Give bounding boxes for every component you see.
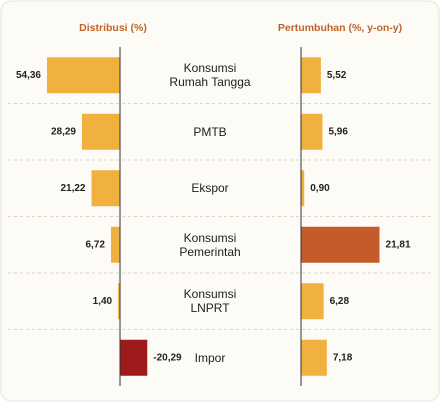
bar (301, 339, 327, 376)
bar (91, 170, 121, 207)
bar (301, 113, 323, 150)
bar (301, 170, 305, 207)
category-label: PMTB (193, 124, 227, 139)
value-label: 28,29 (51, 126, 76, 137)
bar (301, 57, 321, 94)
value-label: 6,72 (86, 239, 106, 250)
value-label: -20,29 (153, 352, 182, 363)
category-label: Impor (194, 350, 226, 365)
value-label: 21,22 (60, 183, 85, 194)
category-label: Konsumsi Rumah Tangga (169, 61, 251, 90)
value-label: 21,81 (386, 239, 411, 250)
chart-title: Pertumbuhan (%, y-on-y) (278, 22, 402, 34)
value-label: 1,40 (93, 296, 113, 307)
bar (301, 283, 324, 320)
value-label: 0,90 (310, 183, 330, 194)
value-label: 5,52 (327, 70, 347, 81)
category-label: Konsumsi LNPRT (183, 287, 237, 316)
value-label: 6,28 (330, 296, 350, 307)
value-label: 54,36 (16, 70, 41, 81)
value-label: 7,18 (333, 352, 353, 363)
value-label: 5,96 (328, 126, 348, 137)
bar (301, 226, 380, 263)
category-label: Konsumsi Pemerintah (179, 230, 241, 259)
chart-title: Distribusi (%) (79, 22, 147, 34)
bar (120, 339, 148, 376)
bar (46, 57, 121, 94)
bar (110, 226, 121, 263)
bar (118, 283, 121, 320)
bar (82, 113, 121, 150)
category-label: Ekspor (191, 181, 229, 196)
